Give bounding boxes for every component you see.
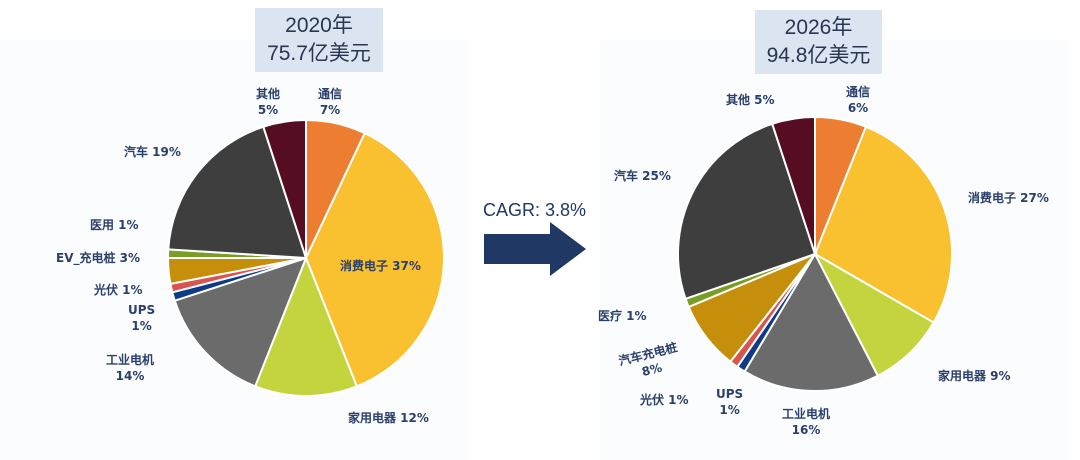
- pie-slice-消费电子: [304, 131, 445, 388]
- label-2026-光伏: 光伏 1%: [640, 393, 689, 407]
- label-2026-家用电器: 家用电器 9%: [938, 369, 1011, 383]
- label-2020-家用电器: 家用电器 12%: [348, 411, 429, 425]
- label-2020-消费电子: 消费电子 37%: [340, 259, 421, 273]
- label-2020-工业电机: 工业电机 14%: [106, 353, 155, 383]
- pie-2020: [166, 118, 445, 397]
- pie-slice-工业电机: [743, 251, 880, 392]
- label-2020-医用: 医用 1%: [90, 218, 139, 232]
- label-2020-光伏: 光伏 1%: [94, 283, 143, 297]
- label-2020-汽车: 汽车 19%: [124, 145, 181, 159]
- label-2020-其他: 其他 5%: [256, 87, 281, 117]
- title-year-2026: 2026年: [784, 16, 853, 39]
- title-value-2026: 94.8亿美元: [766, 44, 871, 67]
- pie-slice-汽车: [167, 125, 308, 260]
- label-2026-汽车: 汽车 25%: [614, 169, 671, 183]
- pie-slice-其他: [262, 118, 307, 259]
- pie-slice-家用电器: [253, 255, 359, 397]
- arrow-right-icon: [484, 222, 586, 276]
- label-2026-消费电子: 消费电子 27%: [968, 191, 1049, 205]
- title-year-2020: 2020年: [285, 14, 353, 37]
- pie-slice-其他: [770, 115, 816, 255]
- label-2020-通信: 通信 7%: [318, 87, 343, 117]
- pie-slice-汽车: [677, 122, 817, 301]
- cagr-label: CAGR: 3.8%: [483, 200, 587, 220]
- label-2026-UPS: UPS 1%: [716, 387, 744, 417]
- title-box-2026: 2026年 94.8亿美元: [755, 10, 882, 74]
- title-box-2020: 2020年 75.7亿美元: [255, 8, 383, 72]
- pie-slice-家用电器: [812, 251, 936, 378]
- label-2020-EV充电桩: EV_充电桩 3%: [56, 251, 141, 265]
- label-2026-其他: 其他 5%: [726, 93, 775, 107]
- label-2026-通信: 通信 6%: [846, 85, 871, 115]
- title-value-2020: 75.7亿美元: [267, 42, 371, 65]
- label-2020-UPS: UPS 1%: [128, 303, 156, 333]
- pie-2026: [677, 115, 953, 392]
- label-2026-工业电机: 工业电机 16%: [782, 407, 831, 437]
- label-2026-医疗: 医疗 1%: [598, 309, 647, 323]
